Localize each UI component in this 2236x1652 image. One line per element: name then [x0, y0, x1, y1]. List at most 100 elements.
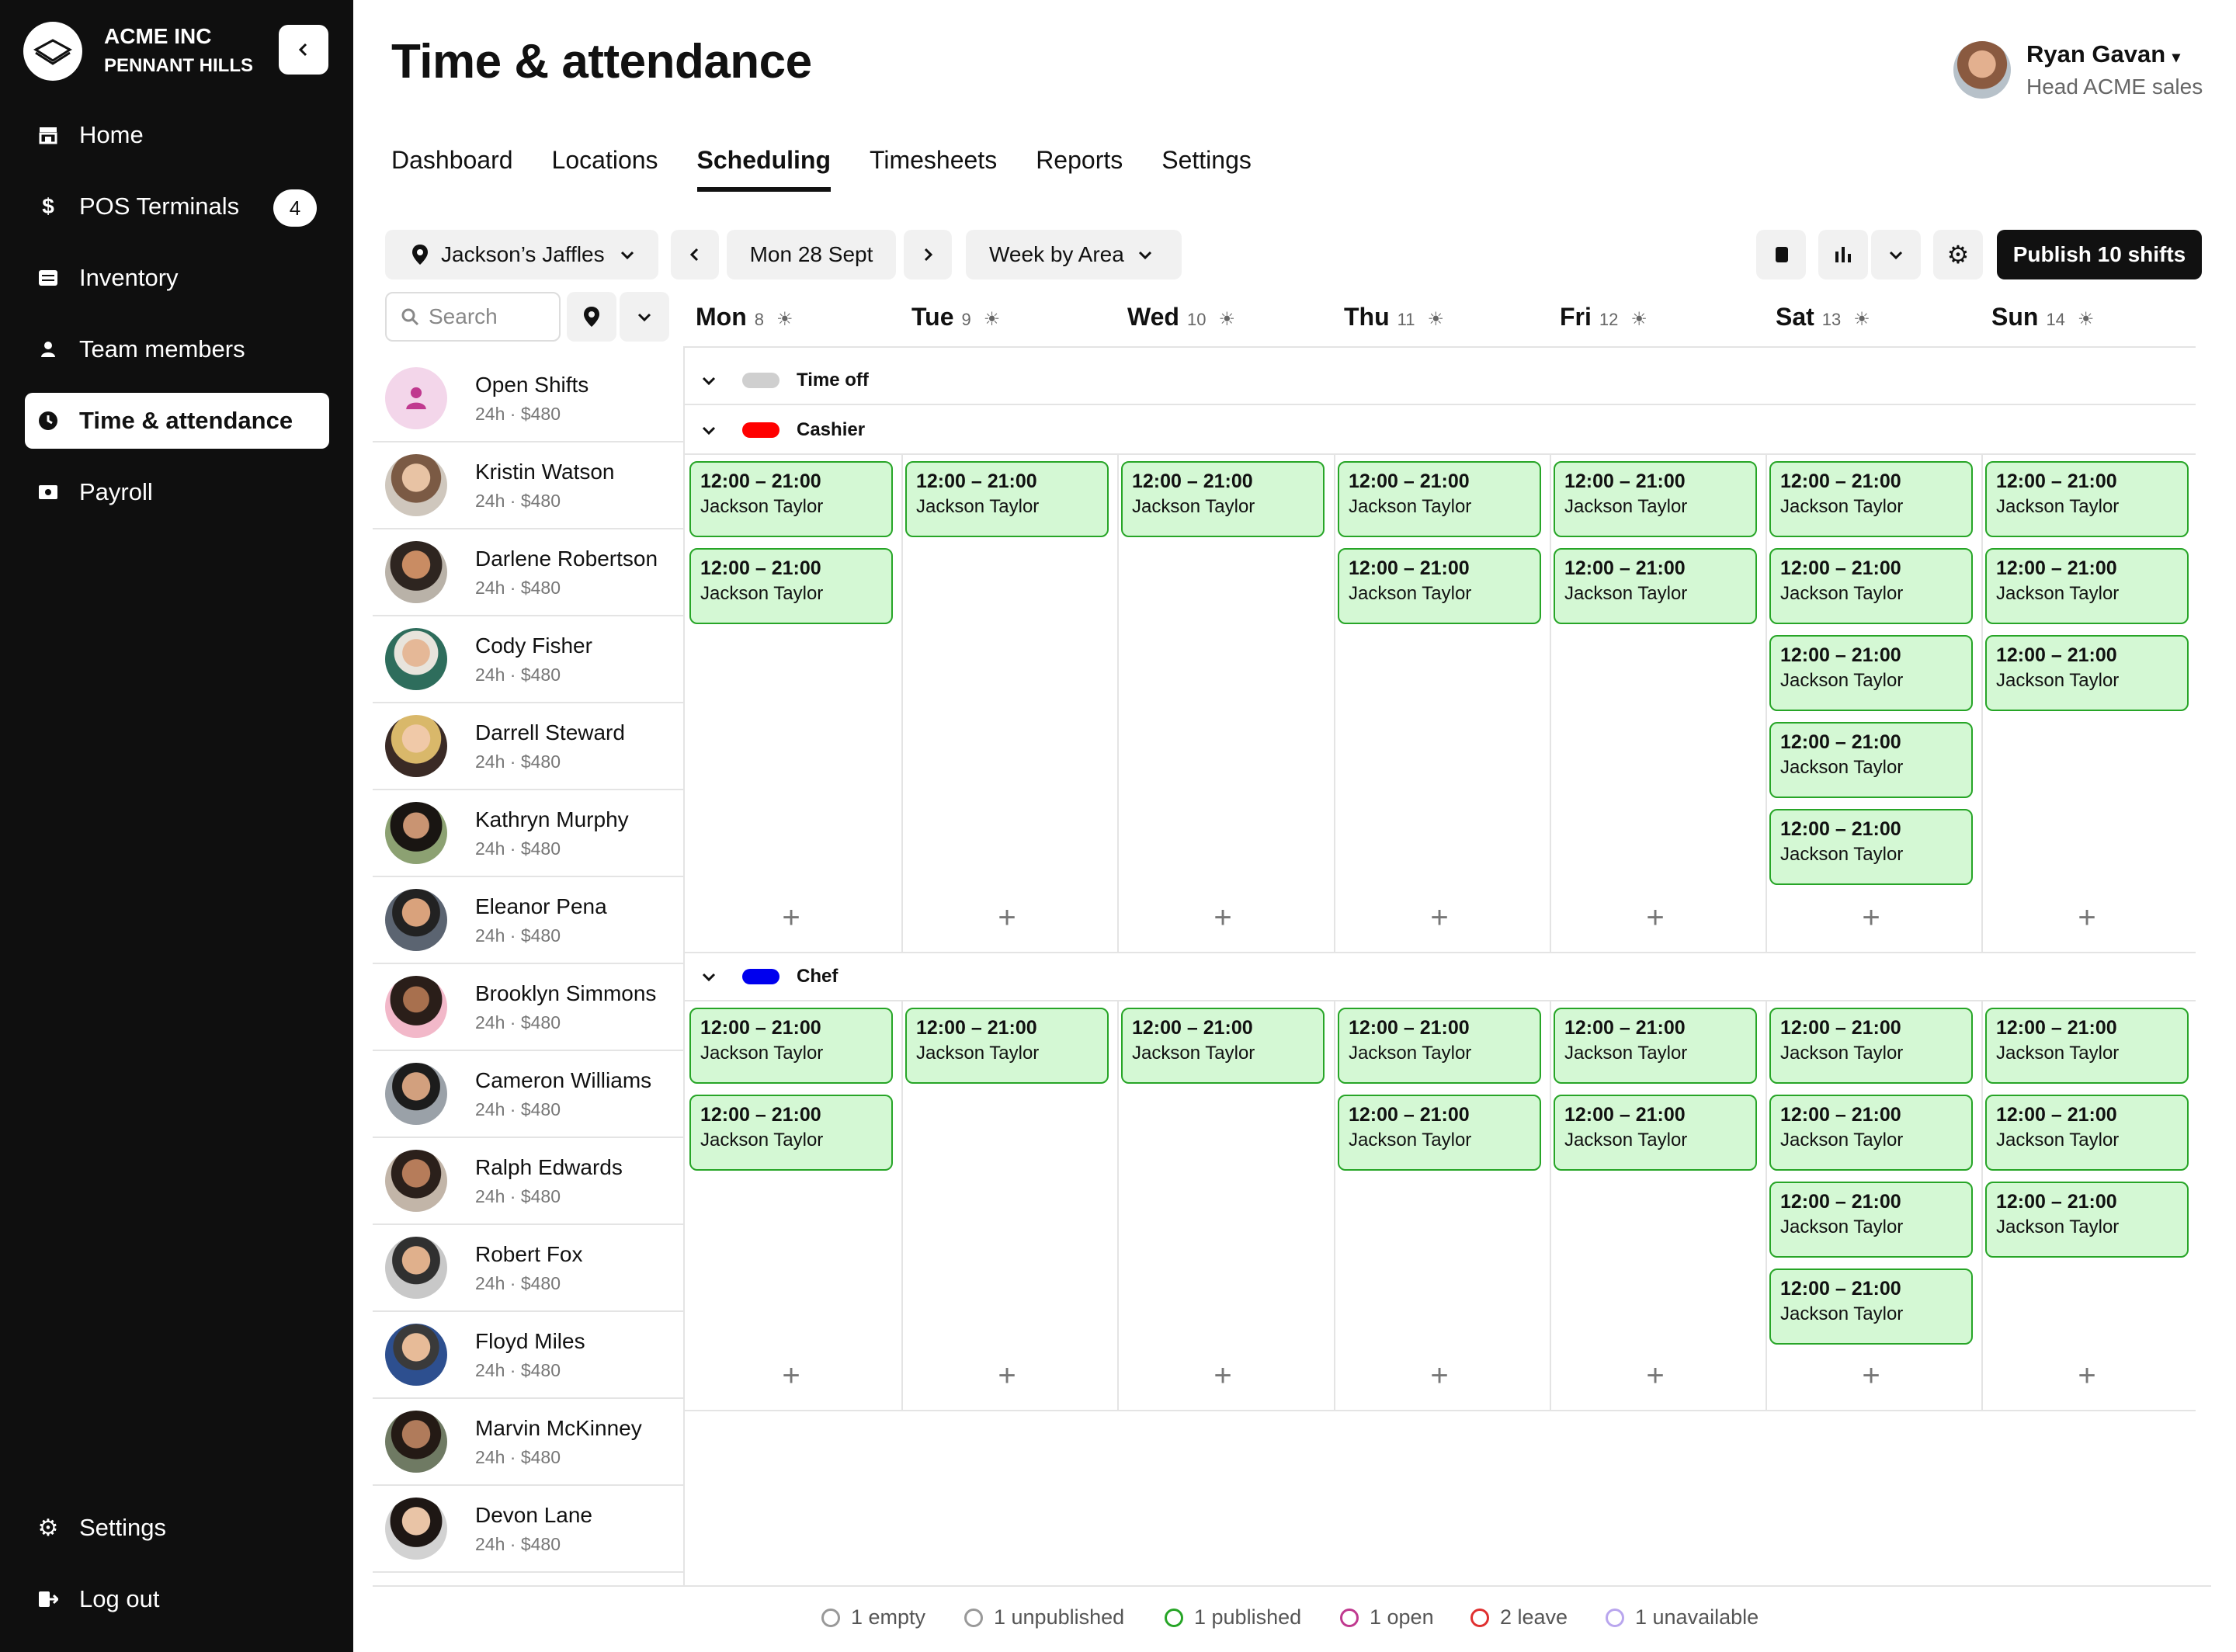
shift-card[interactable]: 12:00 – 21:00 Jackson Taylor: [905, 1008, 1109, 1084]
area-row-cashier[interactable]: Cashier: [683, 407, 2196, 455]
collapse-area-button[interactable]: [700, 372, 725, 389]
day-header-sun[interactable]: Sun 14 ☀: [1991, 303, 2094, 331]
tab-reports[interactable]: Reports: [1036, 146, 1123, 174]
nav-item-settings[interactable]: ⚙ Settings: [25, 1500, 329, 1556]
team-member-row[interactable]: Eleanor Pena 24h · $480: [373, 877, 683, 964]
user-menu[interactable]: Ryan Gavan ▾ Head ACME sales: [1953, 40, 2203, 99]
area-row-time-off[interactable]: Time off: [683, 357, 2196, 405]
shift-card[interactable]: 12:00 – 21:00 Jackson Taylor: [1769, 1268, 1973, 1345]
day-header-thu[interactable]: Thu 11 ☀: [1344, 303, 1444, 331]
day-header-fri[interactable]: Fri 12 ☀: [1560, 303, 1647, 331]
shift-card[interactable]: 12:00 – 21:00 Jackson Taylor: [1985, 1008, 2189, 1084]
shift-card[interactable]: 12:00 – 21:00 Jackson Taylor: [1769, 722, 1973, 798]
tab-timesheets[interactable]: Timesheets: [869, 146, 998, 174]
shift-card[interactable]: 12:00 – 21:00 Jackson Taylor: [905, 461, 1109, 537]
add-shift-button[interactable]: +: [1213, 901, 1232, 935]
add-shift-button[interactable]: +: [1430, 901, 1449, 935]
options-dropdown-button[interactable]: [1871, 230, 1921, 279]
search-input[interactable]: Search: [385, 292, 561, 342]
shift-card[interactable]: 12:00 – 21:00 Jackson Taylor: [1554, 548, 1757, 624]
shift-card[interactable]: 12:00 – 21:00 Jackson Taylor: [1338, 1008, 1541, 1084]
stats-button[interactable]: [1818, 230, 1868, 279]
next-week-button[interactable]: [904, 230, 952, 279]
add-shift-button[interactable]: +: [2078, 1359, 2096, 1393]
shift-card[interactable]: 12:00 – 21:00 Jackson Taylor: [1985, 461, 2189, 537]
shift-card[interactable]: 12:00 – 21:00 Jackson Taylor: [1985, 1182, 2189, 1258]
collapse-area-button[interactable]: [700, 968, 725, 985]
shift-card[interactable]: 12:00 – 21:00 Jackson Taylor: [1338, 461, 1541, 537]
team-member-row[interactable]: Cameron Williams 24h · $480: [373, 1051, 683, 1138]
shift-card[interactable]: 12:00 – 21:00 Jackson Taylor: [1121, 1008, 1325, 1084]
add-shift-button[interactable]: +: [1213, 1359, 1232, 1393]
day-header-wed[interactable]: Wed 10 ☀: [1127, 303, 1235, 331]
team-member-row[interactable]: Cody Fisher 24h · $480: [373, 616, 683, 703]
team-member-row[interactable]: Darlene Robertson 24h · $480: [373, 529, 683, 616]
team-member-row[interactable]: Floyd Miles 24h · $480: [373, 1312, 683, 1399]
shift-card[interactable]: 12:00 – 21:00 Jackson Taylor: [1554, 1008, 1757, 1084]
team-member-row[interactable]: Robert Fox 24h · $480: [373, 1225, 683, 1312]
day-header-mon[interactable]: Mon 8 ☀: [696, 303, 793, 331]
nav-item-team-members[interactable]: Team members: [25, 321, 329, 377]
shift-card[interactable]: 12:00 – 21:00 Jackson Taylor: [1985, 548, 2189, 624]
shift-card[interactable]: 12:00 – 21:00 Jackson Taylor: [1769, 809, 1973, 885]
team-member-row[interactable]: Kristin Watson 24h · $480: [373, 442, 683, 529]
filter-location-button[interactable]: [567, 292, 616, 342]
add-shift-button[interactable]: +: [782, 1359, 800, 1393]
shift-card[interactable]: 12:00 – 21:00 Jackson Taylor: [1338, 548, 1541, 624]
shift-card[interactable]: 12:00 – 21:00 Jackson Taylor: [1338, 1095, 1541, 1171]
schedule-settings-button[interactable]: ⚙: [1933, 230, 1983, 279]
nav-item-payroll[interactable]: Payroll: [25, 464, 329, 520]
collapse-sidebar-button[interactable]: [279, 25, 328, 75]
shift-card[interactable]: 12:00 – 21:00 Jackson Taylor: [1769, 461, 1973, 537]
add-shift-button[interactable]: +: [1862, 1359, 1880, 1393]
shift-card[interactable]: 12:00 – 21:00 Jackson Taylor: [1985, 1095, 2189, 1171]
date-picker[interactable]: Mon 28 Sept: [727, 230, 896, 279]
team-member-row[interactable]: Marvin McKinney 24h · $480: [373, 1399, 683, 1486]
nav-item-home[interactable]: Home: [25, 107, 329, 163]
team-member-row[interactable]: Brooklyn Simmons 24h · $480: [373, 964, 683, 1051]
shift-card[interactable]: 12:00 – 21:00 Jackson Taylor: [1769, 635, 1973, 711]
shift-card[interactable]: 12:00 – 21:00 Jackson Taylor: [1985, 635, 2189, 711]
tab-settings[interactable]: Settings: [1161, 146, 1252, 174]
shift-card[interactable]: 12:00 – 21:00 Jackson Taylor: [1769, 1182, 1973, 1258]
tab-locations[interactable]: Locations: [551, 146, 658, 174]
nav-item-inventory[interactable]: Inventory: [25, 250, 329, 306]
add-shift-button[interactable]: +: [1862, 901, 1880, 935]
open-shifts-row[interactable]: Open Shifts 24h · $480: [373, 356, 683, 442]
add-shift-button[interactable]: +: [1646, 901, 1665, 935]
publish-shifts-button[interactable]: Publish 10 shifts: [1997, 230, 2202, 279]
location-select[interactable]: Jackson’s Jaffles: [385, 230, 658, 279]
add-shift-button[interactable]: +: [998, 901, 1016, 935]
nav-item-time-attendance[interactable]: Time & attendance: [25, 393, 329, 449]
add-shift-button[interactable]: +: [998, 1359, 1016, 1393]
shift-card[interactable]: 12:00 – 21:00 Jackson Taylor: [689, 548, 893, 624]
day-header-tue[interactable]: Tue 9 ☀: [911, 303, 1000, 331]
add-shift-button[interactable]: +: [782, 901, 800, 935]
team-member-row[interactable]: Darrell Steward 24h · $480: [373, 703, 683, 790]
tab-dashboard[interactable]: Dashboard: [391, 146, 513, 174]
filter-dropdown-button[interactable]: [620, 292, 669, 342]
shift-card[interactable]: 12:00 – 21:00 Jackson Taylor: [1769, 1008, 1973, 1084]
day-header-sat[interactable]: Sat 13 ☀: [1776, 303, 1870, 331]
team-member-row[interactable]: Devon Lane 24h · $480: [373, 1486, 683, 1573]
view-select[interactable]: Week by Area: [966, 230, 1182, 279]
add-shift-button[interactable]: +: [1646, 1359, 1665, 1393]
shift-card[interactable]: 12:00 – 21:00 Jackson Taylor: [1769, 1095, 1973, 1171]
nav-item-pos-terminals[interactable]: $ POS Terminals 4: [25, 179, 329, 234]
shift-card[interactable]: 12:00 – 21:00 Jackson Taylor: [1554, 1095, 1757, 1171]
add-shift-button[interactable]: +: [1430, 1359, 1449, 1393]
shift-card[interactable]: 12:00 – 21:00 Jackson Taylor: [689, 461, 893, 537]
area-row-chef[interactable]: Chef: [683, 953, 2196, 1001]
shift-card[interactable]: 12:00 – 21:00 Jackson Taylor: [689, 1095, 893, 1171]
shift-card[interactable]: 12:00 – 21:00 Jackson Taylor: [1554, 461, 1757, 537]
tab-scheduling[interactable]: Scheduling: [696, 146, 831, 192]
nav-item-logout[interactable]: Log out: [25, 1571, 329, 1627]
collapse-area-button[interactable]: [700, 422, 725, 439]
shift-card[interactable]: 12:00 – 21:00 Jackson Taylor: [689, 1008, 893, 1084]
shift-card[interactable]: 12:00 – 21:00 Jackson Taylor: [1121, 461, 1325, 537]
team-member-row[interactable]: Kathryn Murphy 24h · $480: [373, 790, 683, 877]
shift-card[interactable]: 12:00 – 21:00 Jackson Taylor: [1769, 548, 1973, 624]
prev-week-button[interactable]: [671, 230, 719, 279]
copy-button[interactable]: [1756, 230, 1806, 279]
add-shift-button[interactable]: +: [2078, 901, 2096, 935]
